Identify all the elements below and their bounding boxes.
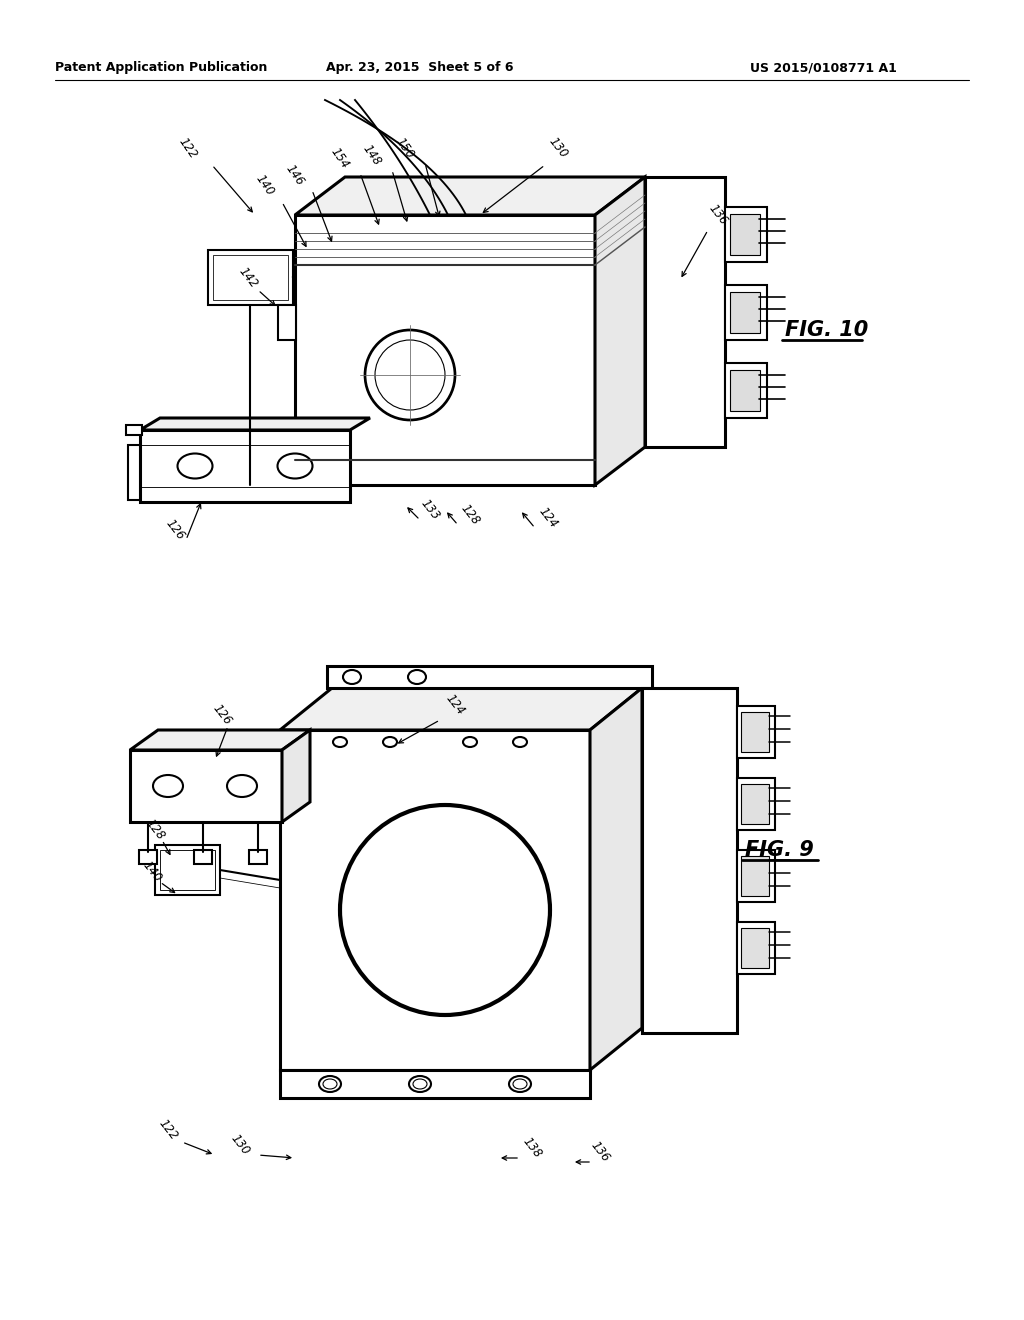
- Text: 122: 122: [156, 1117, 180, 1143]
- Bar: [725, 285, 767, 341]
- Bar: [128, 445, 140, 500]
- Polygon shape: [590, 688, 642, 1071]
- Polygon shape: [130, 730, 310, 750]
- Bar: [280, 730, 590, 1071]
- Bar: [213, 255, 288, 300]
- Bar: [139, 850, 157, 865]
- Bar: [278, 305, 296, 341]
- Text: 146: 146: [284, 162, 307, 187]
- Text: 148: 148: [360, 143, 384, 168]
- Bar: [645, 177, 725, 447]
- Text: 128: 128: [458, 502, 482, 528]
- Bar: [280, 1071, 590, 1098]
- Bar: [737, 706, 775, 758]
- Bar: [737, 921, 775, 974]
- Text: Apr. 23, 2015  Sheet 5 of 6: Apr. 23, 2015 Sheet 5 of 6: [327, 62, 514, 74]
- Bar: [741, 711, 769, 752]
- Ellipse shape: [365, 330, 455, 420]
- Text: 142: 142: [236, 265, 260, 290]
- Ellipse shape: [413, 1078, 427, 1089]
- Text: 128: 128: [143, 817, 167, 843]
- Text: 124: 124: [443, 692, 467, 718]
- Bar: [725, 207, 767, 261]
- Bar: [730, 292, 760, 333]
- Text: US 2015/0108771 A1: US 2015/0108771 A1: [750, 62, 897, 74]
- Text: 130: 130: [228, 1133, 252, 1158]
- Bar: [741, 784, 769, 824]
- Bar: [737, 850, 775, 902]
- Text: 136: 136: [706, 202, 730, 228]
- Bar: [741, 855, 769, 896]
- Bar: [130, 750, 282, 822]
- Ellipse shape: [177, 454, 213, 479]
- Ellipse shape: [323, 1078, 337, 1089]
- Text: FIG. 9: FIG. 9: [745, 840, 814, 861]
- Polygon shape: [280, 688, 642, 730]
- Bar: [730, 214, 760, 255]
- Text: FIG. 10: FIG. 10: [785, 319, 868, 341]
- Bar: [155, 845, 220, 895]
- Ellipse shape: [153, 775, 183, 797]
- Polygon shape: [282, 730, 310, 822]
- Text: 136: 136: [588, 1139, 612, 1164]
- Bar: [737, 777, 775, 830]
- Bar: [140, 430, 350, 502]
- Text: 150: 150: [393, 135, 417, 161]
- Ellipse shape: [227, 775, 257, 797]
- Circle shape: [340, 805, 550, 1015]
- Ellipse shape: [383, 737, 397, 747]
- Ellipse shape: [463, 737, 477, 747]
- Ellipse shape: [278, 454, 312, 479]
- Bar: [741, 928, 769, 968]
- Bar: [295, 215, 595, 484]
- Bar: [160, 850, 215, 890]
- Bar: [194, 850, 212, 865]
- Text: 133: 133: [418, 498, 442, 523]
- Bar: [249, 850, 267, 865]
- Text: 126: 126: [210, 702, 234, 727]
- Polygon shape: [595, 177, 645, 484]
- Bar: [208, 249, 293, 305]
- Text: Patent Application Publication: Patent Application Publication: [55, 62, 267, 74]
- Ellipse shape: [333, 737, 347, 747]
- Ellipse shape: [375, 341, 445, 411]
- Polygon shape: [295, 177, 645, 215]
- Text: 140: 140: [140, 859, 164, 884]
- Text: 138: 138: [520, 1135, 544, 1160]
- Text: 130: 130: [546, 135, 570, 161]
- Ellipse shape: [513, 737, 527, 747]
- Text: 154: 154: [329, 145, 352, 172]
- Ellipse shape: [343, 671, 361, 684]
- Bar: [327, 667, 652, 688]
- Text: 126: 126: [163, 517, 187, 543]
- Ellipse shape: [509, 1076, 531, 1092]
- Text: 140: 140: [253, 172, 276, 198]
- Bar: [730, 370, 760, 411]
- Ellipse shape: [319, 1076, 341, 1092]
- Bar: [126, 425, 142, 436]
- Text: 122: 122: [176, 135, 200, 161]
- Bar: [725, 363, 767, 418]
- Ellipse shape: [513, 1078, 527, 1089]
- Text: 124: 124: [536, 506, 560, 531]
- Bar: [642, 688, 737, 1034]
- Ellipse shape: [409, 1076, 431, 1092]
- Polygon shape: [140, 418, 370, 430]
- Ellipse shape: [408, 671, 426, 684]
